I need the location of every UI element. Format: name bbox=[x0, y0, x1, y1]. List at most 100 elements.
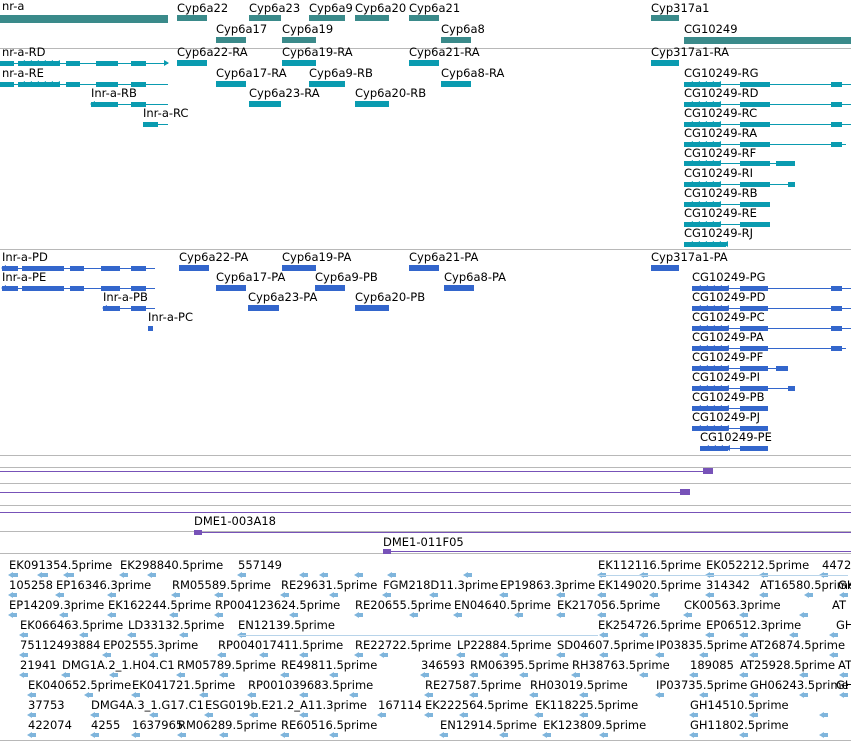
protein-label[interactable]: Cyp6a20-PB bbox=[355, 290, 426, 304]
transcript-label[interactable]: Cyp6a9-RB bbox=[309, 66, 373, 80]
est-label[interactable]: EK052212.5prime bbox=[706, 558, 810, 572]
transcript-nr-a-rd-exon[interactable] bbox=[66, 60, 80, 66]
est-feature[interactable] bbox=[182, 633, 188, 637]
est-label[interactable]: RP004017411.5prime bbox=[218, 638, 344, 652]
est-feature[interactable] bbox=[502, 593, 508, 597]
transcript-label[interactable]: Cyp6a22-RA bbox=[177, 45, 248, 59]
est-feature[interactable] bbox=[842, 693, 848, 697]
est-label[interactable]: 346593 bbox=[421, 658, 465, 672]
est-feature[interactable] bbox=[537, 713, 543, 717]
est-label[interactable]: GH bbox=[836, 618, 851, 632]
est-feature[interactable] bbox=[600, 613, 606, 617]
protein-inr-a-pd-exon[interactable] bbox=[22, 265, 64, 271]
est-label[interactable]: AT25928.5prime bbox=[740, 658, 836, 672]
est-label[interactable]: 105258 bbox=[9, 578, 53, 592]
est-feature[interactable] bbox=[87, 693, 93, 697]
transcript-cg10249-rc-exon[interactable] bbox=[831, 121, 842, 127]
protein-label[interactable]: CG10249-PE bbox=[700, 430, 772, 444]
est-feature[interactable] bbox=[427, 713, 433, 717]
est-feature[interactable] bbox=[842, 673, 848, 677]
transcript-nr-a-re-exon[interactable] bbox=[131, 81, 146, 87]
est-feature[interactable] bbox=[217, 613, 223, 617]
protein-label[interactable]: Cyp6a22-PA bbox=[179, 250, 249, 264]
protein-inr-a-pd-exon[interactable] bbox=[101, 265, 120, 271]
protein-cyp6a23-pa-exon[interactable] bbox=[248, 305, 279, 311]
est-feature[interactable] bbox=[822, 713, 828, 717]
protein-cg10249-pc-exon[interactable] bbox=[740, 325, 768, 331]
est-feature[interactable] bbox=[207, 713, 213, 717]
transcript-nr-a-re-exon[interactable] bbox=[66, 81, 80, 87]
est-feature[interactable] bbox=[332, 673, 338, 677]
est-label[interactable]: GH bbox=[838, 578, 851, 592]
est-label[interactable]: 167114 bbox=[378, 698, 422, 712]
est-feature[interactable] bbox=[64, 673, 70, 677]
clone-label[interactable]: DME1-011F05 bbox=[383, 535, 464, 549]
protein-label[interactable]: CG10249-PJ bbox=[692, 410, 761, 424]
est-feature[interactable] bbox=[352, 693, 358, 697]
est-feature[interactable] bbox=[152, 653, 158, 657]
est-label[interactable]: RM06289.5prime bbox=[178, 718, 277, 732]
est-feature[interactable] bbox=[202, 693, 208, 697]
transcript-cg10249-rf-exon[interactable] bbox=[740, 160, 770, 166]
transcript-label[interactable]: Inr-a-RC bbox=[143, 106, 189, 120]
est-feature[interactable] bbox=[122, 573, 128, 577]
transcript-label[interactable]: CG10249-RJ bbox=[684, 226, 754, 240]
est-feature[interactable] bbox=[62, 613, 68, 617]
transcript-label[interactable]: Inr-a-RB bbox=[91, 86, 137, 100]
est-feature[interactable] bbox=[412, 613, 418, 617]
protein-label[interactable]: Cyp6a23-PA bbox=[248, 290, 318, 304]
est-label[interactable]: EP06512.3prime bbox=[706, 618, 802, 632]
est-label[interactable]: RM05789.5prime bbox=[177, 658, 276, 672]
est-label[interactable]: RE60516.5prime bbox=[281, 718, 378, 732]
gene-bar-nr-a[interactable] bbox=[0, 15, 168, 23]
protein-cyp6a21-pa-exon[interactable] bbox=[409, 265, 439, 271]
est-feature[interactable] bbox=[702, 653, 708, 657]
est-feature[interactable] bbox=[832, 653, 838, 657]
est-feature[interactable] bbox=[93, 733, 99, 737]
est-feature[interactable] bbox=[180, 733, 186, 737]
gene-label[interactable]: Cyp6a23 bbox=[249, 1, 301, 15]
gene-label[interactable]: Cyp6a19 bbox=[282, 22, 334, 36]
est-label[interactable]: 21941 bbox=[20, 658, 57, 672]
est-label[interactable]: RE27587.5prime bbox=[425, 678, 522, 692]
est-label[interactable]: EP02555.3prime bbox=[103, 638, 199, 652]
est-feature[interactable] bbox=[82, 633, 88, 637]
est-feature[interactable] bbox=[283, 673, 289, 677]
est-feature[interactable] bbox=[179, 673, 185, 677]
transcript-cyp6a21-ra-exon[interactable] bbox=[409, 60, 439, 66]
transcript-nr-a-rd-exon[interactable] bbox=[0, 60, 14, 66]
est-feature[interactable] bbox=[456, 613, 462, 617]
est-label[interactable]: RM05589.5prime bbox=[172, 578, 271, 592]
protein-inr-a-pd-exon[interactable] bbox=[131, 265, 146, 271]
protein-cg10249-pe-exon[interactable] bbox=[740, 445, 768, 451]
protein-cg10249-pi-exon[interactable] bbox=[740, 385, 768, 391]
est-feature[interactable] bbox=[832, 633, 838, 637]
est-feature[interactable] bbox=[502, 653, 508, 657]
est-label[interactable]: EK118225.5prime bbox=[535, 698, 639, 712]
est-feature[interactable] bbox=[357, 573, 363, 577]
transcript-inr-a-rc-exon[interactable] bbox=[143, 121, 158, 127]
clone-label[interactable]: DME1-003A18 bbox=[194, 514, 276, 528]
protein-inr-a-pc-exon[interactable] bbox=[148, 325, 153, 331]
est-feature[interactable] bbox=[222, 733, 228, 737]
gene-label[interactable]: Cyp317a1 bbox=[651, 1, 710, 15]
protein-inr-a-pe-exon[interactable] bbox=[22, 285, 64, 291]
est-feature[interactable] bbox=[302, 693, 308, 697]
transcript-label[interactable]: nr-a-RD bbox=[2, 45, 46, 59]
est-feature[interactable] bbox=[742, 633, 748, 637]
est-label[interactable]: EK040652.5prime bbox=[28, 678, 132, 692]
protein-label[interactable]: Cyp6a19-PA bbox=[282, 250, 352, 264]
transcript-label[interactable]: CG10249-RE bbox=[684, 206, 757, 220]
gene-bar-cyp6a20[interactable] bbox=[355, 15, 389, 21]
est-label[interactable]: CK00563.3prime bbox=[684, 598, 781, 612]
protein-inr-a-pe-exon[interactable] bbox=[70, 285, 84, 291]
gene-bar-cyp6a22[interactable] bbox=[177, 15, 207, 21]
gene-label[interactable]: Cyp6a9 bbox=[309, 1, 353, 15]
transcript-cg10249-rg-exon[interactable] bbox=[831, 81, 842, 87]
protein-cg10249-pf-exon[interactable] bbox=[776, 365, 788, 371]
est-label[interactable]: EN12914.5prime bbox=[440, 718, 537, 732]
gene-bar-cyp6a21[interactable] bbox=[409, 15, 439, 21]
est-feature[interactable] bbox=[559, 653, 565, 657]
protein-label[interactable]: Cyp6a17-PA bbox=[216, 270, 286, 284]
clone-end-marker[interactable] bbox=[680, 489, 690, 495]
